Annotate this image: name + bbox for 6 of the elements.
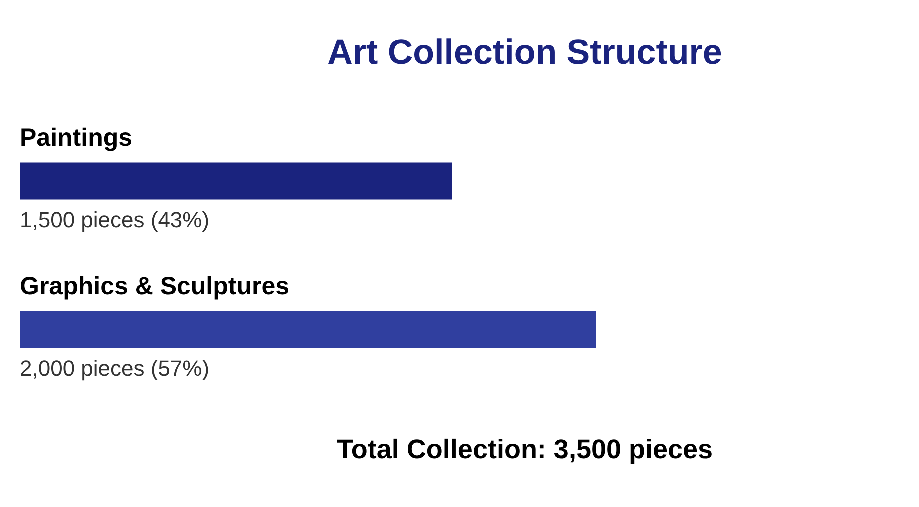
data-label: 2,000 pieces (57%) (20, 356, 210, 381)
chart-title: Art Collection Structure (328, 33, 722, 72)
y-tick-label: Paintings (20, 124, 133, 152)
data-label: 1,500 pieces (43%) (20, 207, 210, 232)
text: Total Collection: 3,500 pieces (336, 434, 714, 464)
y-tick-label: Graphics & Sculptures (20, 272, 290, 300)
